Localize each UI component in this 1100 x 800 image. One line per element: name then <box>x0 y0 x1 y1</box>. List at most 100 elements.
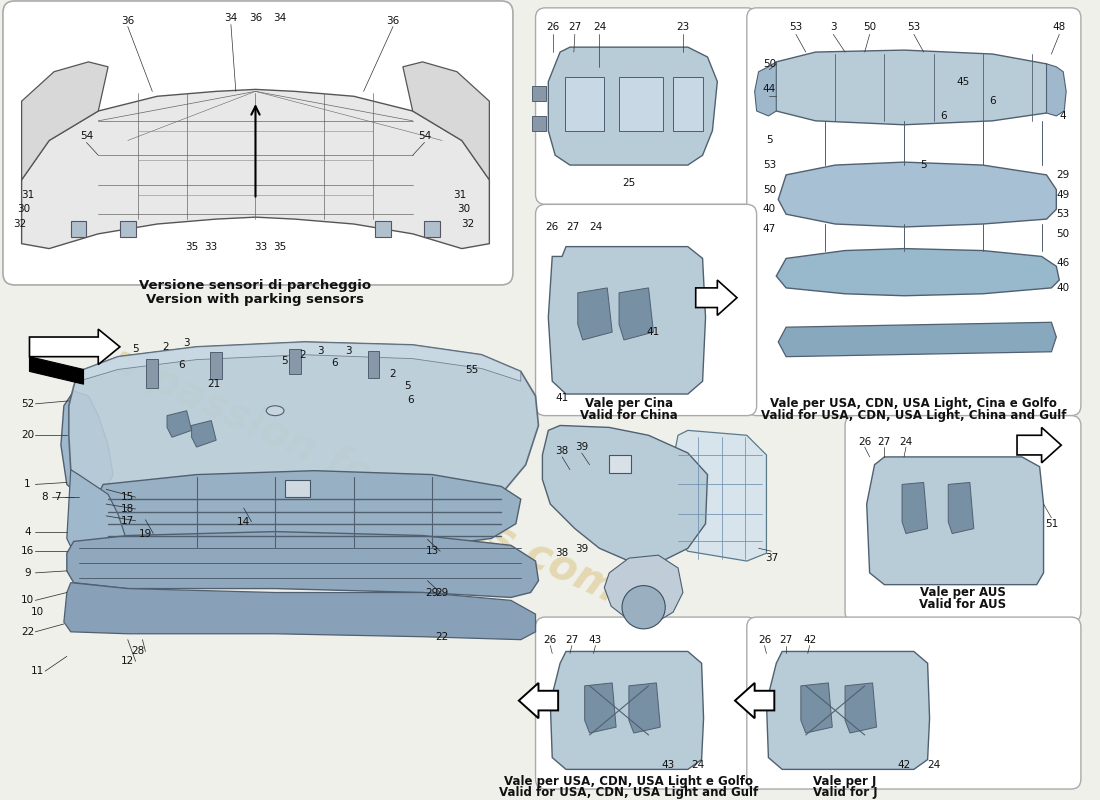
Polygon shape <box>673 430 767 561</box>
Bar <box>673 77 703 130</box>
Text: 43: 43 <box>661 761 674 770</box>
Text: 54: 54 <box>80 130 94 141</box>
FancyBboxPatch shape <box>747 8 1081 416</box>
Text: 27: 27 <box>780 634 793 645</box>
Text: 20: 20 <box>21 430 34 440</box>
Text: 50: 50 <box>762 185 776 194</box>
Text: 43: 43 <box>588 634 602 645</box>
Text: 33: 33 <box>254 242 267 252</box>
Text: 40: 40 <box>762 204 776 214</box>
Text: 2: 2 <box>299 350 306 360</box>
Text: 5: 5 <box>405 381 411 391</box>
Text: 50: 50 <box>864 22 877 33</box>
Text: 37: 37 <box>764 553 778 563</box>
Text: Version with parking sensors: Version with parking sensors <box>146 293 364 306</box>
Polygon shape <box>67 531 539 598</box>
Polygon shape <box>777 249 1059 296</box>
FancyBboxPatch shape <box>845 416 1081 622</box>
Polygon shape <box>60 391 113 499</box>
Polygon shape <box>778 162 1056 227</box>
Text: 21: 21 <box>208 379 221 389</box>
Polygon shape <box>778 322 1056 357</box>
Text: 53: 53 <box>762 160 776 170</box>
Text: 4: 4 <box>24 526 31 537</box>
Text: Vale per USA, CDN, USA Light, Cina e Golfo: Vale per USA, CDN, USA Light, Cina e Gol… <box>770 398 1057 410</box>
Text: 50: 50 <box>1057 229 1070 239</box>
Text: 41: 41 <box>647 327 660 337</box>
Text: a passion for parts.com: a passion for parts.com <box>103 338 624 610</box>
Text: 13: 13 <box>426 546 439 556</box>
Polygon shape <box>167 410 191 438</box>
Text: 23: 23 <box>676 22 690 33</box>
FancyBboxPatch shape <box>747 617 1081 789</box>
Text: Valid for USA, CDN, USA Light and Gulf: Valid for USA, CDN, USA Light and Gulf <box>499 786 759 799</box>
Polygon shape <box>548 246 705 394</box>
Polygon shape <box>531 116 547 130</box>
Text: 25: 25 <box>623 178 636 188</box>
FancyBboxPatch shape <box>536 617 757 789</box>
Text: 47: 47 <box>762 224 776 234</box>
Polygon shape <box>210 352 222 379</box>
Text: 44: 44 <box>762 84 776 94</box>
Polygon shape <box>902 482 927 534</box>
Text: 42: 42 <box>803 634 816 645</box>
Polygon shape <box>1018 427 1062 462</box>
Text: 30: 30 <box>458 204 471 214</box>
Polygon shape <box>767 651 930 770</box>
Polygon shape <box>845 683 877 733</box>
Text: 27: 27 <box>569 22 582 33</box>
Text: Valid for J: Valid for J <box>813 786 878 799</box>
Text: 49: 49 <box>1057 190 1070 199</box>
Text: 3: 3 <box>830 22 837 33</box>
Text: 18: 18 <box>121 504 134 514</box>
FancyBboxPatch shape <box>3 1 513 285</box>
Polygon shape <box>769 50 1056 125</box>
Bar <box>609 455 631 473</box>
FancyBboxPatch shape <box>536 8 757 204</box>
Text: 53: 53 <box>1057 209 1070 219</box>
Text: Vale per Cina: Vale per Cina <box>585 398 673 410</box>
Polygon shape <box>519 683 558 718</box>
Text: Valid for AUS: Valid for AUS <box>920 598 1006 610</box>
Text: 26: 26 <box>543 634 557 645</box>
Text: 41: 41 <box>556 393 569 403</box>
Bar <box>375 221 392 237</box>
Text: 1: 1 <box>24 479 31 490</box>
Text: 22: 22 <box>436 632 449 642</box>
Text: 6: 6 <box>331 358 338 367</box>
Text: 6: 6 <box>407 395 414 405</box>
Polygon shape <box>64 582 536 640</box>
Text: 54: 54 <box>418 130 431 141</box>
Polygon shape <box>30 357 84 384</box>
Polygon shape <box>548 47 717 165</box>
Polygon shape <box>735 683 774 718</box>
Text: 15: 15 <box>121 492 134 502</box>
Text: 12: 12 <box>121 656 134 666</box>
Text: 5: 5 <box>766 135 772 146</box>
Text: 11: 11 <box>31 666 44 676</box>
Text: 39: 39 <box>575 442 589 452</box>
Text: 27: 27 <box>878 437 891 447</box>
Polygon shape <box>191 421 217 447</box>
Text: 7: 7 <box>54 492 60 502</box>
Text: 52: 52 <box>21 399 34 409</box>
Text: 10: 10 <box>31 607 44 617</box>
Text: 26: 26 <box>546 222 559 232</box>
Text: 50: 50 <box>762 59 776 69</box>
Text: 36: 36 <box>386 16 399 26</box>
Text: 32: 32 <box>13 219 26 229</box>
Text: 35: 35 <box>274 242 287 252</box>
Text: 6: 6 <box>178 359 185 370</box>
Text: 35: 35 <box>185 242 198 252</box>
Text: 29: 29 <box>1057 170 1070 180</box>
Text: 10: 10 <box>21 595 34 606</box>
Text: 26: 26 <box>858 437 871 447</box>
Text: 24: 24 <box>927 761 940 770</box>
Polygon shape <box>585 683 616 733</box>
Text: 17: 17 <box>121 516 134 526</box>
Polygon shape <box>78 342 520 382</box>
Bar <box>285 479 309 497</box>
Polygon shape <box>695 280 737 315</box>
Polygon shape <box>867 457 1044 585</box>
Text: 51: 51 <box>1045 518 1058 529</box>
